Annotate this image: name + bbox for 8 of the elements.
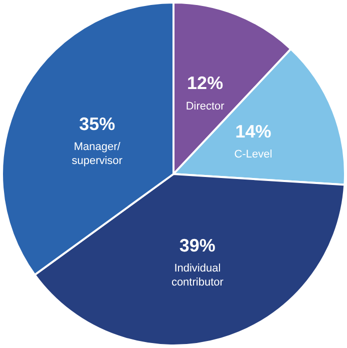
data-label: 35% [79, 114, 116, 134]
slice-label: Individual contributor [171, 262, 224, 288]
data-label: 14% [235, 121, 272, 142]
slice-label: Manager/ supervisor [72, 141, 123, 168]
slice-label: Director [186, 100, 225, 112]
data-label: 39% [179, 235, 216, 256]
data-label: 12% [187, 73, 224, 94]
slice-label: C-Level [234, 148, 272, 160]
